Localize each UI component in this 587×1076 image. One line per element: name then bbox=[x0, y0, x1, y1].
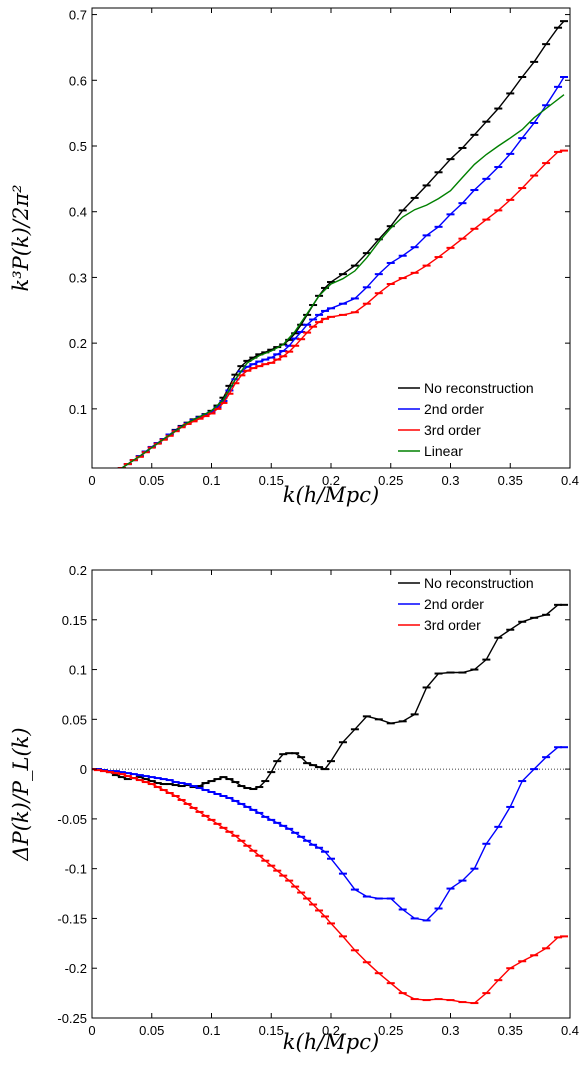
x-axis-label: k(h/Mpc) bbox=[283, 483, 379, 507]
legend-label: No reconstruction bbox=[424, 380, 534, 396]
y-tick-label: 0.2 bbox=[69, 336, 87, 351]
x-tick-label: 0 bbox=[88, 473, 95, 488]
series-line-2nd-order bbox=[121, 76, 565, 468]
y-tick-label: -0.15 bbox=[57, 911, 87, 926]
series-line-3rd-order bbox=[121, 149, 565, 468]
plot-area bbox=[117, 20, 569, 468]
x-tick-label: 0.2 bbox=[322, 473, 340, 488]
y-tick-label: -0.05 bbox=[57, 812, 87, 827]
y-tick-label: -0.25 bbox=[57, 1011, 87, 1026]
legend-label: No reconstruction bbox=[424, 575, 534, 591]
y-axis-label: k³P(k)/2π² bbox=[9, 184, 33, 291]
x-tick-label: 0.05 bbox=[139, 1023, 164, 1038]
legend-label: 3rd order bbox=[424, 617, 481, 633]
y-tick-label: 0.3 bbox=[69, 270, 87, 285]
x-tick-label: 0.3 bbox=[441, 1023, 459, 1038]
legend-label: Linear bbox=[424, 443, 463, 459]
x-axis-label: k(h/Mpc) bbox=[283, 1030, 379, 1054]
series-line-linear bbox=[121, 94, 565, 468]
y-tick-label: 0.15 bbox=[62, 613, 87, 628]
series-line-2nd-order bbox=[92, 746, 564, 922]
y-tick-label: 0.1 bbox=[69, 663, 87, 678]
legend-label: 2nd order bbox=[424, 596, 484, 612]
axes-frame bbox=[91, 7, 571, 469]
x-tick-label: 0.15 bbox=[259, 473, 284, 488]
plot-area bbox=[92, 603, 569, 1005]
series-line-no-reconstruction bbox=[121, 20, 565, 468]
x-tick-label: 0.35 bbox=[498, 473, 523, 488]
legend-label: 2nd order bbox=[424, 401, 484, 417]
x-tick-label: 0.4 bbox=[561, 1023, 579, 1038]
legend: No reconstruction 2nd order 3rd order Linea… bbox=[398, 380, 534, 459]
y-tick-label: 0.4 bbox=[69, 205, 87, 220]
x-tick-label: 0.25 bbox=[378, 473, 403, 488]
y-tick-label: -0.2 bbox=[65, 961, 87, 976]
x-tick-label: 0 bbox=[88, 1023, 95, 1038]
x-tick-label: 0.1 bbox=[202, 1023, 220, 1038]
y-tick-label: 0.1 bbox=[69, 402, 87, 417]
y-tick-label: 0.7 bbox=[69, 8, 87, 23]
x-tick-label: 0.05 bbox=[139, 473, 164, 488]
x-tick-label: 0.3 bbox=[441, 473, 459, 488]
y-tick-label: 0.6 bbox=[69, 73, 87, 88]
y-tick-label: 0 bbox=[80, 762, 87, 777]
x-tick-label: 0.2 bbox=[322, 1023, 340, 1038]
x-tick-label: 0.35 bbox=[498, 1023, 523, 1038]
y-tick-label: 0.2 bbox=[69, 563, 87, 578]
x-tick-label: 0.25 bbox=[378, 1023, 403, 1038]
x-tick-label: 0.1 bbox=[202, 473, 220, 488]
chart-top: 0 0.05 0.1 0.15 0.2 0.25 0.3 0.35 0.4 0.1 0.2 0.3 0.… bbox=[9, 7, 579, 507]
x-tick-label: 0.4 bbox=[561, 473, 579, 488]
chart-bottom: 0 0.05 0.1 0.15 0.2 0.25 0.3 0.35 0.4 -0.25 -0.2 -0… bbox=[9, 563, 579, 1054]
y-tick-label: 0.5 bbox=[69, 139, 87, 154]
legend-label: 3rd order bbox=[424, 422, 481, 438]
y-axis-label: ΔP(k)/P_L(k) bbox=[9, 727, 33, 861]
y-tick-label: 0.05 bbox=[62, 712, 87, 727]
y-tick-label: -0.1 bbox=[65, 862, 87, 877]
series-line-3rd-order bbox=[92, 768, 565, 1004]
legend: No reconstruction 2nd order 3rd order bbox=[398, 575, 534, 633]
x-tick-label: 0.15 bbox=[259, 1023, 284, 1038]
